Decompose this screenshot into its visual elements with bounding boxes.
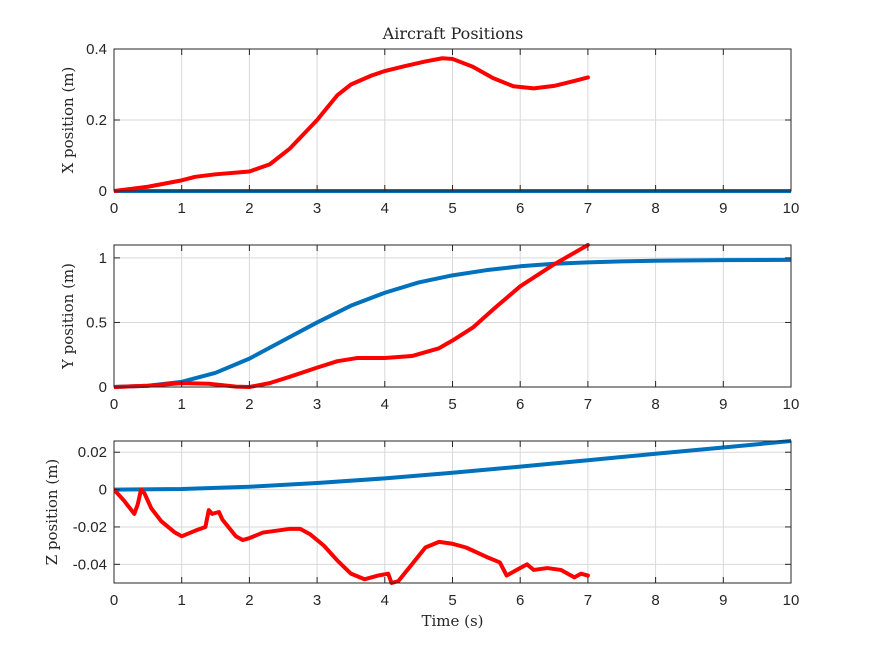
x-tick-label: 0: [110, 200, 118, 217]
series-line-2: [114, 56, 590, 193]
x-tick-label: 6: [516, 200, 524, 217]
x-tick-label: 6: [516, 592, 524, 609]
series-line-2: [114, 243, 590, 389]
x-axis-label: Time (s): [421, 612, 483, 630]
y-tick-label: 0: [99, 379, 107, 396]
x-tick-label: 5: [448, 592, 456, 609]
figure-title: Aircraft Positions: [382, 24, 524, 43]
x-tick-label: 3: [313, 592, 321, 609]
x-tick-label: 10: [783, 200, 800, 217]
x-tick-label: 10: [783, 396, 800, 413]
series-line-1: [114, 257, 791, 389]
x-tick-label: 1: [178, 396, 186, 413]
x-position-subplot: 0 1 2 3 4 5 6 7 8 9 10 0 0.2 0.4 X position (m): [59, 41, 799, 217]
x-tick-label: 7: [584, 592, 592, 609]
y-tick-label: 0: [99, 183, 107, 200]
x-tick-label: 5: [448, 200, 456, 217]
z-position-subplot: 0 1 2 3 4 5 6 7 8 9 10 -0.04 -0.02 0 0.02 Z position (m…: [43, 439, 800, 630]
x-tick-label: 8: [651, 396, 659, 413]
y-axis-label: Z position (m): [43, 459, 61, 566]
x-tick-label: 1: [178, 200, 186, 217]
x-tick-label: 4: [381, 200, 389, 217]
x-tick-label: 4: [381, 592, 389, 609]
y-tick-label: -0.04: [73, 556, 107, 573]
y-tick-label: -0.02: [73, 519, 107, 536]
series-line-2: [114, 487, 590, 585]
y-tick-label: 0.4: [86, 41, 107, 58]
y-tick-label: 0.02: [78, 444, 107, 461]
x-tick-label: 0: [110, 592, 118, 609]
x-tick-label: 5: [448, 396, 456, 413]
x-tick-label: 2: [245, 592, 253, 609]
x-tick-label: 1: [178, 592, 186, 609]
x-tick-label: 4: [381, 396, 389, 413]
x-tick-label: 6: [516, 396, 524, 413]
x-tick-label: 2: [245, 200, 253, 217]
x-tick-label: 0: [110, 396, 118, 413]
y-axis-label: X position (m): [59, 67, 77, 174]
series-line-1: [114, 439, 791, 492]
x-tick-label: 9: [719, 396, 727, 413]
y-tick-label: 0.5: [86, 314, 107, 331]
x-tick-label: 7: [584, 200, 592, 217]
x-tick-label: 2: [245, 396, 253, 413]
x-tick-label: 3: [313, 200, 321, 217]
y-axis-label: Y position (m): [59, 263, 77, 370]
x-tick-label: 3: [313, 396, 321, 413]
y-position-subplot: 0 1 2 3 4 5 6 7 8 9 10 0 0.5 1 Y position (m): [59, 243, 800, 413]
x-tick-label: 7: [584, 396, 592, 413]
y-tick-label: 0.2: [86, 112, 107, 129]
x-tick-label: 10: [783, 592, 800, 609]
x-tick-label: 8: [651, 592, 659, 609]
y-tick-label: 1: [99, 250, 107, 267]
y-tick-label: 0: [99, 482, 107, 499]
x-tick-label: 8: [651, 200, 659, 217]
x-tick-label: 9: [719, 592, 727, 609]
x-tick-label: 9: [719, 200, 727, 217]
